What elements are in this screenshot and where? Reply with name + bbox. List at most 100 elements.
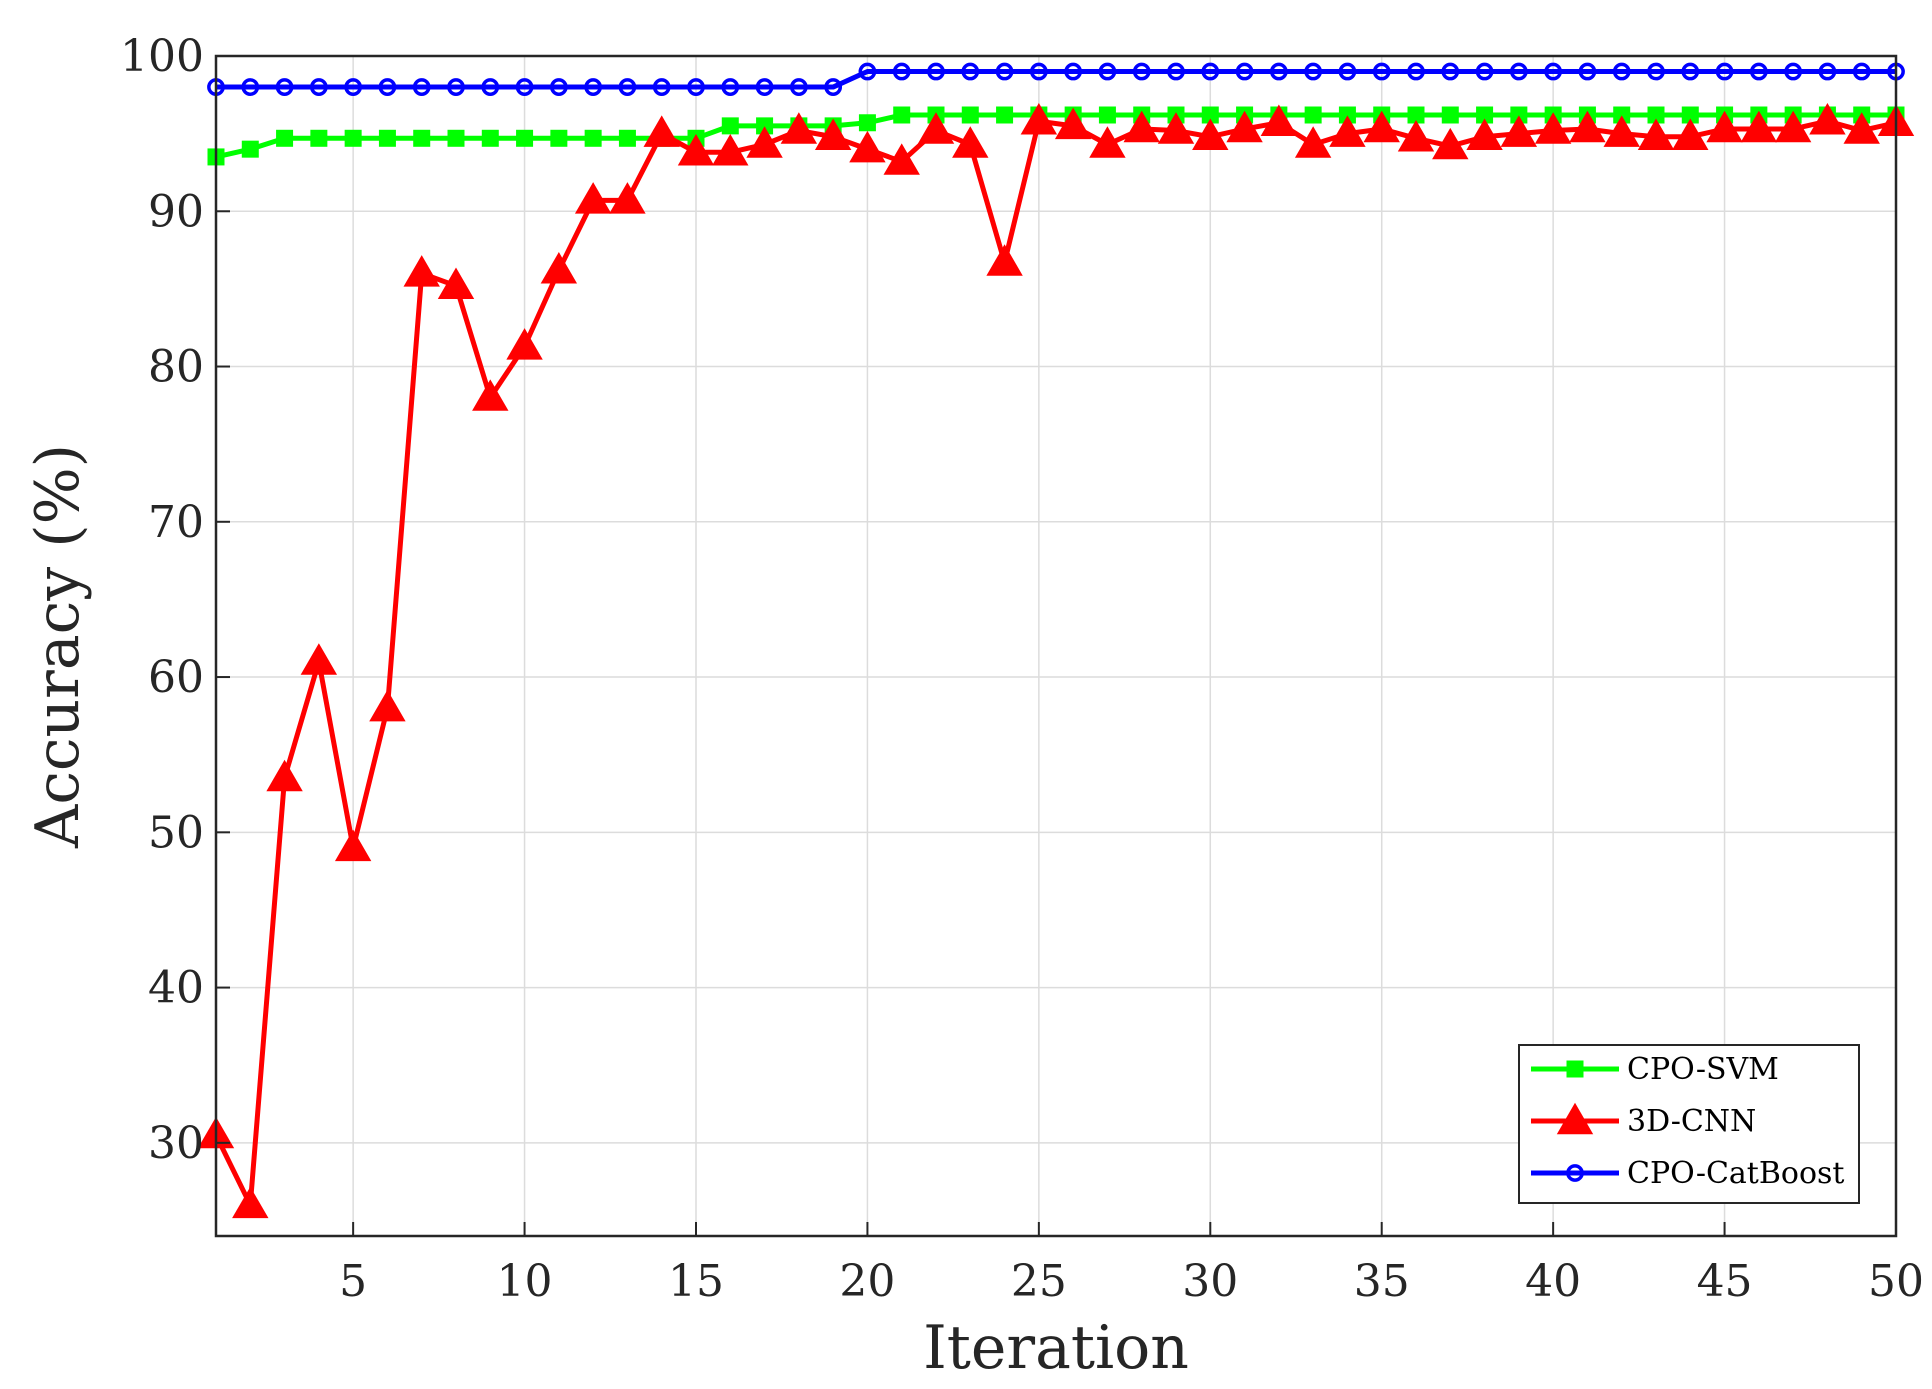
- data-point: [515, 78, 534, 96]
- data-point: [1407, 62, 1425, 81]
- data-point: [1304, 62, 1323, 81]
- data-point: [1304, 106, 1322, 124]
- data-point: [344, 129, 362, 147]
- data-point: [1475, 62, 1494, 81]
- data-point: [609, 182, 646, 214]
- data-point: [1441, 62, 1460, 81]
- data-point: [1569, 110, 1606, 143]
- data-point: [1672, 118, 1709, 150]
- legend: CPO-SVM 3D-CNN CPO-CatBoost: [1518, 1044, 1860, 1204]
- data-point: [1201, 106, 1219, 124]
- data-point: [241, 140, 259, 158]
- data-point: [618, 78, 637, 96]
- x-tick-label: 35: [1354, 1256, 1410, 1307]
- x-tick-label: 5: [339, 1256, 367, 1307]
- data-point: [1637, 118, 1675, 150]
- data-point: [1681, 106, 1699, 124]
- data-point: [917, 112, 955, 144]
- data-point: [310, 129, 328, 147]
- legend-entry: CPO-SVM: [1531, 1052, 1779, 1087]
- data-point: [1466, 118, 1503, 150]
- x-tick-label: 15: [668, 1256, 724, 1307]
- data-point: [927, 62, 945, 81]
- data-point: [309, 78, 328, 96]
- y-tick-label: 60: [148, 652, 204, 703]
- data-point: [1167, 62, 1185, 81]
- data-point: [266, 759, 303, 792]
- y-tick-label: 80: [148, 342, 204, 393]
- legend-entry: CPO-CatBoost: [1531, 1156, 1845, 1191]
- data-point: [996, 106, 1014, 124]
- data-point: [712, 134, 749, 166]
- data-point: [986, 244, 1023, 276]
- data-point: [334, 829, 372, 862]
- y-tick-label: 100: [120, 31, 204, 82]
- data-point: [232, 1186, 269, 1219]
- data-point: [961, 62, 980, 81]
- x-tick-label: 45: [1697, 1256, 1753, 1307]
- x-axis-title: Iteration: [923, 1313, 1189, 1383]
- data-point: [652, 78, 671, 96]
- data-point: [1132, 62, 1151, 81]
- data-point: [1029, 62, 1048, 81]
- series-3d-cnn: [197, 102, 1915, 1219]
- data-point: [1329, 115, 1366, 147]
- data-point: [643, 115, 680, 147]
- data-point: [1397, 120, 1435, 152]
- data-point: [1407, 106, 1425, 124]
- data-point: [378, 78, 397, 96]
- data-point: [276, 129, 294, 147]
- y-tick-label: 90: [148, 186, 204, 237]
- data-point: [1852, 62, 1871, 81]
- plot-frame: [214, 54, 1898, 1238]
- data-point: [437, 267, 475, 300]
- data-point: [378, 129, 396, 147]
- x-tick-label: 30: [1182, 1256, 1238, 1307]
- data-point: [412, 78, 431, 96]
- y-tick-label: 70: [148, 497, 204, 548]
- data-point: [1432, 127, 1469, 160]
- data-point: [1534, 112, 1572, 144]
- x-tick-label: 50: [1868, 1256, 1924, 1307]
- ticks: 5 10 15 20 25 30 35 40 45 50 30 40 50 60 70 80 90 100: [120, 31, 1924, 1307]
- data-point: [780, 112, 818, 144]
- data-point: [403, 255, 440, 287]
- y-tick-label: 30: [148, 1118, 204, 1169]
- legend-label: CPO-SVM: [1627, 1052, 1779, 1087]
- data-point: [677, 134, 715, 166]
- x-tick-label: 25: [1011, 1256, 1067, 1307]
- data-point: [300, 643, 338, 675]
- data-point: [1715, 62, 1734, 81]
- data-point: [883, 143, 920, 175]
- data-point: [540, 252, 578, 284]
- data-point: [1269, 62, 1288, 81]
- data-point: [618, 129, 636, 147]
- x-tick-label: 40: [1525, 1256, 1581, 1307]
- legend-marker: [1556, 1102, 1594, 1135]
- data-point: [549, 78, 568, 96]
- data-point: [1089, 126, 1126, 158]
- data-point: [755, 78, 774, 96]
- data-point: [1226, 110, 1263, 143]
- data-point: [447, 78, 465, 96]
- data-point: [1647, 62, 1665, 81]
- data-point: [893, 106, 911, 124]
- series-cpo-catboost: [207, 62, 1905, 96]
- data-point: [1784, 62, 1803, 81]
- data-point: [1294, 126, 1332, 158]
- data-point: [1363, 110, 1400, 143]
- y-tick-label: 50: [148, 807, 204, 858]
- data-point: [1647, 106, 1665, 124]
- data-point: [687, 78, 705, 96]
- data-point: [413, 129, 431, 147]
- data-point: [814, 118, 852, 150]
- data-point: [1818, 62, 1837, 81]
- data-point: [506, 328, 543, 360]
- legend-entry: 3D-CNN: [1531, 1102, 1756, 1139]
- data-point: [746, 126, 783, 158]
- data-point: [1054, 107, 1092, 140]
- legend-marker: [1566, 1060, 1584, 1078]
- data-point: [858, 62, 877, 81]
- series-line: [213, 118, 1897, 1208]
- data-point: [1476, 106, 1494, 124]
